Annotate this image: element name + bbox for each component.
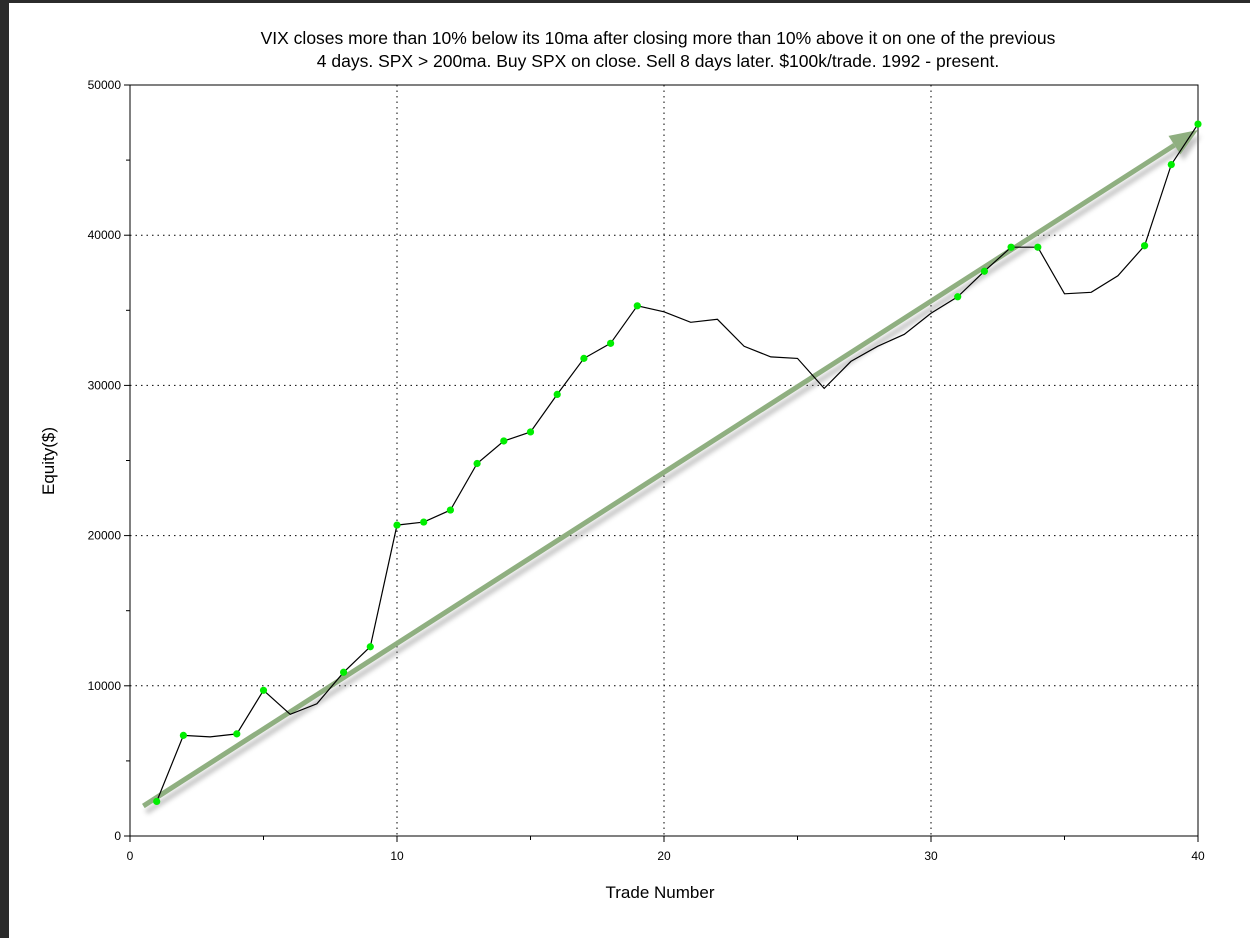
y-tick-label: 30000 bbox=[88, 378, 122, 392]
equity-point bbox=[553, 390, 561, 399]
equity-point bbox=[954, 293, 962, 301]
equity-series bbox=[153, 120, 1202, 806]
x-tick-label: 40 bbox=[1191, 849, 1205, 863]
equity-line bbox=[156, 123, 1199, 802]
x-tick-label: 20 bbox=[657, 849, 671, 863]
equity-point bbox=[446, 506, 454, 514]
equity-point bbox=[526, 428, 535, 436]
equity-point bbox=[179, 731, 187, 739]
chart-title-line-1: VIX closes more than 10% below its 10ma … bbox=[261, 28, 1056, 48]
equity-point bbox=[153, 797, 161, 806]
trend-arrow-shaft bbox=[142, 143, 1176, 809]
axis-ticks: 0 10 20 30 40 0 10000 20000 30000 40000 50000 bbox=[88, 78, 1205, 863]
equity-point bbox=[233, 730, 241, 738]
trend-arrow-shadow bbox=[145, 136, 1201, 815]
x-axis-title: Trade Number bbox=[606, 883, 715, 902]
equity-point bbox=[500, 437, 508, 445]
trend-arrow-shadow-shaft bbox=[145, 149, 1179, 815]
equity-point bbox=[1007, 243, 1015, 251]
equity-point bbox=[633, 302, 641, 310]
y-axis-title: Equity($) bbox=[39, 427, 58, 495]
x-tick-label: 10 bbox=[390, 849, 404, 863]
equity-point bbox=[420, 518, 428, 526]
x-tick-label: 0 bbox=[127, 849, 134, 863]
window-frame-left bbox=[0, 0, 9, 938]
equity-point bbox=[580, 354, 588, 362]
equity-point bbox=[980, 267, 989, 275]
equity-point bbox=[607, 339, 615, 347]
grid-lines bbox=[130, 85, 1198, 836]
y-tick-label: 40000 bbox=[88, 228, 122, 242]
equity-point bbox=[1141, 242, 1149, 250]
window-frame-top bbox=[0, 0, 1250, 3]
equity-point bbox=[366, 643, 374, 651]
equity-point bbox=[1194, 120, 1202, 128]
equity-point bbox=[1034, 243, 1042, 251]
equity-point bbox=[473, 459, 481, 468]
y-tick-label: 0 bbox=[114, 829, 121, 843]
y-tick-label: 10000 bbox=[88, 679, 122, 693]
y-tick-label: 20000 bbox=[88, 529, 122, 543]
x-tick-label: 30 bbox=[924, 849, 938, 863]
equity-point bbox=[393, 521, 401, 529]
y-tick-label: 50000 bbox=[88, 78, 122, 92]
equity-point bbox=[259, 686, 268, 694]
chart-title-line-2: 4 days. SPX > 200ma. Buy SPX on close. S… bbox=[317, 51, 999, 71]
equity-point bbox=[1167, 161, 1175, 169]
equity-point bbox=[340, 668, 348, 676]
